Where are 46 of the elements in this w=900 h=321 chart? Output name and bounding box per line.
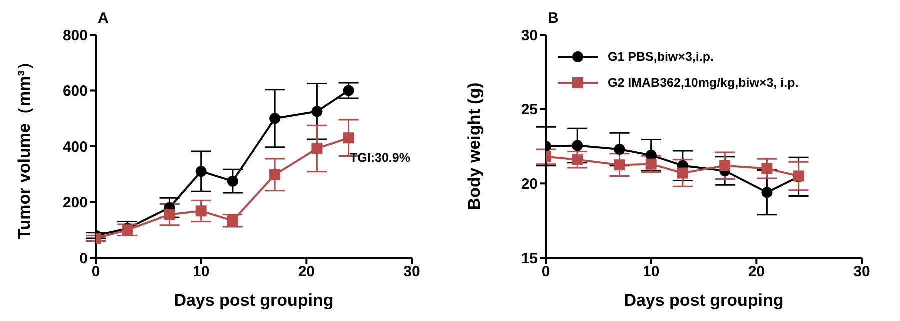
y-tick-label: 800 — [62, 27, 88, 44]
x-tick-label: 20 — [298, 264, 316, 281]
point — [677, 168, 688, 179]
point — [762, 187, 773, 198]
x-tick-label: 10 — [642, 264, 660, 281]
x-tick-label: 30 — [404, 264, 420, 281]
x-tick-label: 0 — [92, 264, 100, 281]
point — [762, 163, 773, 174]
point — [343, 132, 354, 144]
y-tick-label: 15 — [521, 250, 538, 268]
point — [270, 113, 281, 124]
x-tick-label: 20 — [748, 264, 766, 281]
x-tick-label: 30 — [854, 264, 870, 281]
legend-label: G2 IMAB362,10mg/kg,biw×3, i.p. — [608, 76, 799, 90]
chart-title: A — [98, 10, 109, 27]
y-tick-label: 20 — [521, 176, 538, 193]
point — [312, 106, 323, 118]
point — [720, 160, 731, 172]
chart-title: B — [548, 10, 559, 27]
y-axis-title: Tumor volume（mm³） — [15, 54, 34, 240]
y-tick-label: 0 — [80, 250, 88, 268]
point — [572, 140, 584, 152]
point — [572, 154, 584, 166]
x-axis-title: Days post grouping — [174, 291, 334, 310]
y-tick-label: 25 — [521, 102, 538, 119]
point — [227, 176, 238, 187]
y-tick-label: 400 — [62, 138, 88, 156]
legend-label: G1 PBS,biw×3,i.p. — [608, 50, 714, 64]
annotation: TGI:30.9% — [350, 151, 410, 165]
point — [196, 206, 207, 217]
point — [312, 143, 323, 154]
point — [227, 215, 238, 226]
y-tick-label: 30 — [521, 27, 538, 44]
point — [614, 160, 626, 171]
point — [343, 85, 354, 96]
x-tick-label: 0 — [542, 264, 550, 281]
y-tick-label: 600 — [62, 83, 88, 100]
point — [164, 209, 176, 220]
point — [614, 144, 626, 155]
point — [646, 158, 657, 170]
x-axis-title: Days post grouping — [624, 291, 784, 310]
y-tick-label: 200 — [62, 194, 88, 212]
point — [270, 169, 281, 180]
x-tick-label: 10 — [192, 264, 210, 281]
point — [196, 166, 207, 178]
y-axis-title: Body weight (g) — [465, 82, 484, 210]
